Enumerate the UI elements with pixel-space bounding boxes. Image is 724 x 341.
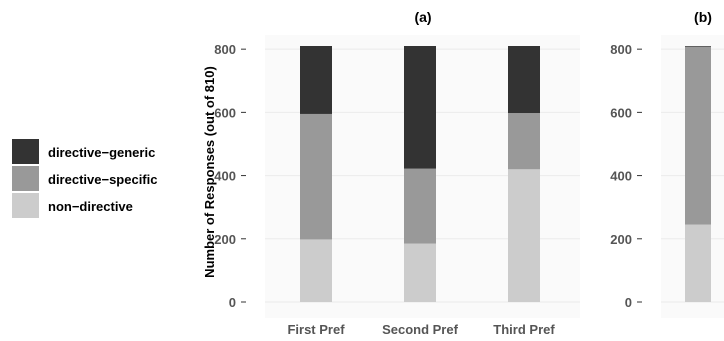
bar-segment	[404, 46, 436, 169]
bar-segment	[685, 224, 711, 302]
legend-label: non−directive	[48, 199, 133, 214]
legend-label: directive−generic	[48, 145, 155, 160]
legend-swatch	[12, 166, 39, 191]
bar-segment	[404, 168, 436, 244]
panel-title: (b)	[694, 9, 712, 25]
y-tick-label: 800	[610, 42, 632, 57]
bar-segment	[508, 113, 540, 170]
y-tick-label: 400	[610, 169, 632, 184]
y-tick-label: 0	[625, 295, 632, 310]
bar-segment	[685, 46, 711, 225]
legend: directive−generic directive−specific non−d…	[12, 139, 157, 218]
y-tick-label: 0	[229, 295, 236, 310]
bar-segment	[300, 239, 332, 302]
x-tick-label: First Pref	[287, 322, 345, 337]
y-tick-label: 800	[214, 42, 236, 57]
x-tick-label: Second Pref	[382, 322, 459, 337]
y-tick-label: 600	[214, 105, 236, 120]
bar-segment	[300, 113, 332, 240]
y-tick-label: 600	[610, 105, 632, 120]
bar-segment	[685, 46, 711, 47]
panel-a: 0 200 400 600 800 (a) First Pref Second Pref Thi…	[214, 9, 580, 337]
bar-segment	[404, 243, 436, 302]
y-tick-label: 200	[214, 232, 236, 247]
panel-b: 0 200 400 600 800 (b)	[610, 9, 724, 318]
legend-swatch	[12, 193, 39, 218]
y-tick-label: 200	[610, 232, 632, 247]
y-tick-label: 400	[214, 169, 236, 184]
bar-segment	[300, 46, 332, 114]
panel-title: (a)	[414, 9, 431, 25]
y-axis-label: Number of Responses (out of 810)	[202, 66, 217, 278]
bar-segment	[508, 169, 540, 302]
x-tick-label: Third Pref	[493, 322, 555, 337]
bar-segment	[508, 46, 540, 114]
legend-swatch	[12, 139, 39, 164]
legend-label: directive−specific	[48, 172, 157, 187]
